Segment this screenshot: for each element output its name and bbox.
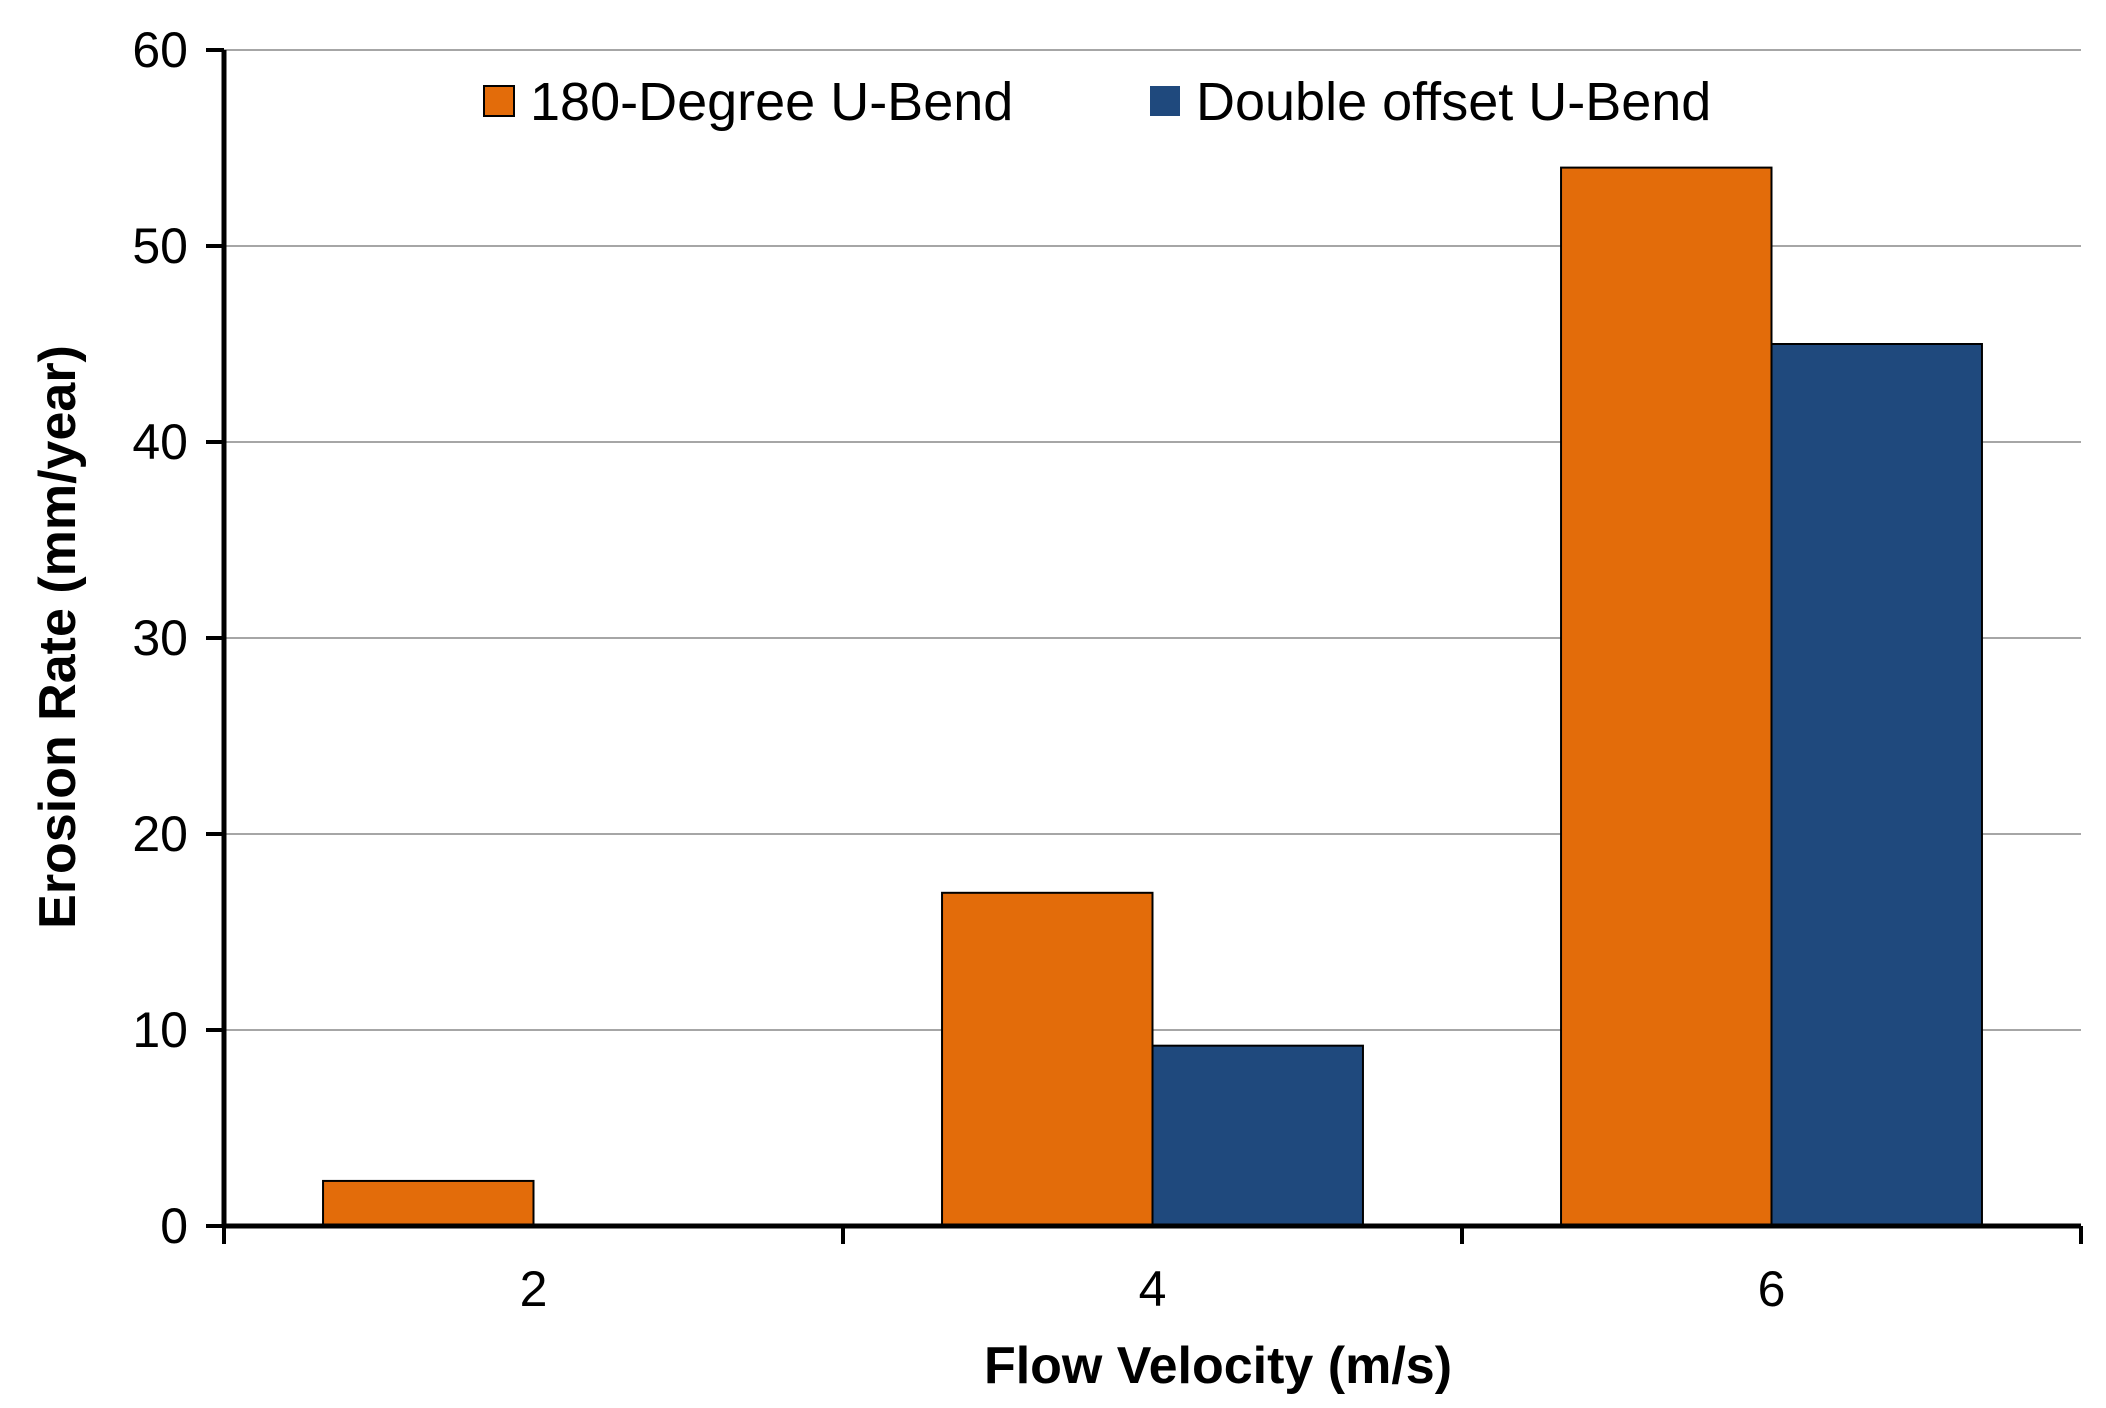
legend-swatch-double-offset-u-bend xyxy=(1150,86,1180,116)
bars xyxy=(322,166,1983,1228)
bar-180-degree-u-bend-4 xyxy=(941,891,1154,1227)
legend-swatch-180-degree-u-bend xyxy=(483,85,515,117)
y-tick-label: 20 xyxy=(132,806,188,862)
x-tick-label: 2 xyxy=(520,1261,548,1317)
bar-double-offset-u-bend-6 xyxy=(1770,343,1983,1227)
y-tick-label: 50 xyxy=(132,218,188,274)
y-tick-label: 30 xyxy=(132,610,188,666)
y-tick-label: 0 xyxy=(160,1198,188,1254)
y-axis-title: Erosion Rate (mm/year) xyxy=(29,345,87,929)
x-tick-label: 4 xyxy=(1139,1261,1167,1317)
bar-180-degree-u-bend-2 xyxy=(322,1179,535,1228)
legend-label-double-offset-u-bend: Double offset U-Bend xyxy=(1196,72,1711,132)
legend-label-180-degree-u-bend: 180-Degree U-Bend xyxy=(530,72,1013,132)
legend: 180-Degree U-Bend Double offset U-Bend xyxy=(483,72,1711,132)
y-tick-label: 10 xyxy=(132,1002,188,1058)
y-tick-label: 60 xyxy=(132,22,188,78)
bar-180-degree-u-bend-6 xyxy=(1560,166,1773,1228)
x-tick-label: 6 xyxy=(1758,1261,1786,1317)
bar-double-offset-u-bend-4 xyxy=(1151,1044,1364,1228)
x-axis-title: Flow Velocity (m/s) xyxy=(984,1337,1452,1395)
y-tick-label: 40 xyxy=(132,414,188,470)
y-axis-ticks: 0 10 20 30 40 50 60 xyxy=(132,22,224,1254)
x-axis-ticks: 2 4 6 xyxy=(222,1226,2083,1317)
